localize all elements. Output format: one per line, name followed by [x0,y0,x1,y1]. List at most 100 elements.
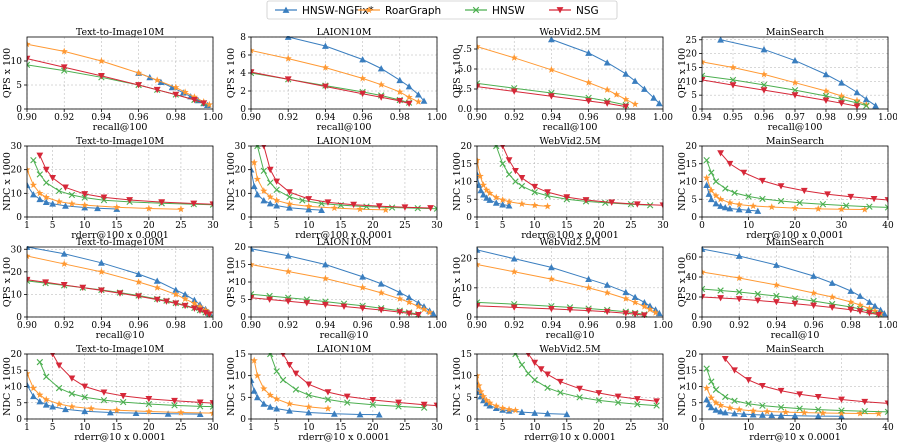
data-point [809,289,818,297]
data-point [318,206,325,214]
y-tick-label: 7.5 [458,45,473,55]
x-tick-label: 30 [836,423,848,433]
data-point [322,301,329,309]
chart-title: Text-to-Image10M [76,27,165,38]
x-tick-label: 0.90 [467,321,487,331]
data-point [510,304,518,311]
data-point [655,100,663,107]
data-point [838,79,845,86]
y-tick-label: 4 [240,69,246,79]
data-point [814,412,822,419]
data-point [754,297,762,304]
data-point [190,200,198,207]
x-tick-label: 0.94 [91,321,111,331]
y-tick-label: 10 [235,189,247,199]
data-point [486,196,494,203]
data-point [305,202,313,210]
data-point [646,305,654,313]
data-point [837,205,846,213]
data-point [871,302,879,309]
data-point [518,200,526,207]
x-tick-label: 25 [399,423,411,433]
data-point [260,167,268,175]
data-point [773,261,780,268]
data-point [773,299,780,306]
x-tick-label: 20 [143,423,155,433]
data-point [518,361,526,369]
x-tick-label: 0.98 [841,321,861,331]
data-point [266,391,274,399]
x-tick-label: 0.96 [353,113,373,123]
data-point [828,304,836,311]
data-point [284,252,292,259]
data-point [510,88,518,95]
series-line [256,145,437,210]
data-point [856,308,864,315]
data-point [477,186,485,194]
data-point [703,174,711,182]
data-point [759,402,766,409]
x-tick-label: 0.98 [616,113,636,123]
x-tick-label: 5 [500,423,506,433]
data-point [603,281,611,288]
data-point [145,395,153,403]
data-point [377,94,385,101]
series-line [251,71,410,105]
x-tick-label: 0.98 [166,321,186,331]
x-tick-label: 0.98 [816,113,836,123]
data-point [871,307,879,315]
data-point [196,399,204,406]
data-point [204,101,211,109]
series-line [251,264,430,313]
data-point [531,409,539,416]
y-tick-label: 10 [461,178,473,188]
data-point [712,406,720,413]
data-point [499,196,507,204]
x-tick-label: 30 [431,221,443,231]
y-tick-label: 0 [466,313,472,323]
data-point [305,391,312,399]
chart-title: WebVid2.5M [539,27,601,38]
axes-frame [250,145,438,218]
data-point [722,185,729,192]
x-axis-label: recall@10 [771,330,820,341]
y-tick-label: 20 [461,255,473,265]
data-point [356,411,364,418]
series-line [52,353,213,404]
data-point [819,201,827,208]
data-point [861,205,869,213]
data-point [29,181,38,189]
axes-frame [701,246,889,318]
y-tick-label: 20 [11,268,23,278]
data-point [98,72,105,80]
data-point [595,390,603,397]
series-line [251,297,419,316]
legend-label: HNSW [492,5,525,17]
x-tick-label: 25 [625,221,637,231]
x-axis-label: recall@10 [546,330,595,341]
data-point [415,91,422,98]
data-point [777,412,785,419]
series-line [263,145,431,209]
x-axis-label: recall@100 [768,122,823,133]
y-axis-label: NDC x 1000 [2,357,13,416]
data-point [576,394,583,401]
series-line [253,162,386,211]
data-point [650,94,658,101]
data-point [819,409,827,417]
data-point [369,401,377,408]
x-axis-label: rderr@100 x 0.0001 [71,230,169,241]
data-point [884,400,888,407]
data-point [791,412,799,419]
data-point [81,394,88,401]
x-tick-label: 0.92 [729,321,749,331]
legend-marker [472,6,480,14]
x-tick-label: 0.94 [692,113,712,123]
data-point [768,411,776,419]
data-point [396,88,404,95]
data-point [273,196,281,204]
data-point [760,81,768,89]
data-point [749,411,757,418]
data-point [396,309,404,316]
x-tick-label: 0.96 [579,321,599,331]
